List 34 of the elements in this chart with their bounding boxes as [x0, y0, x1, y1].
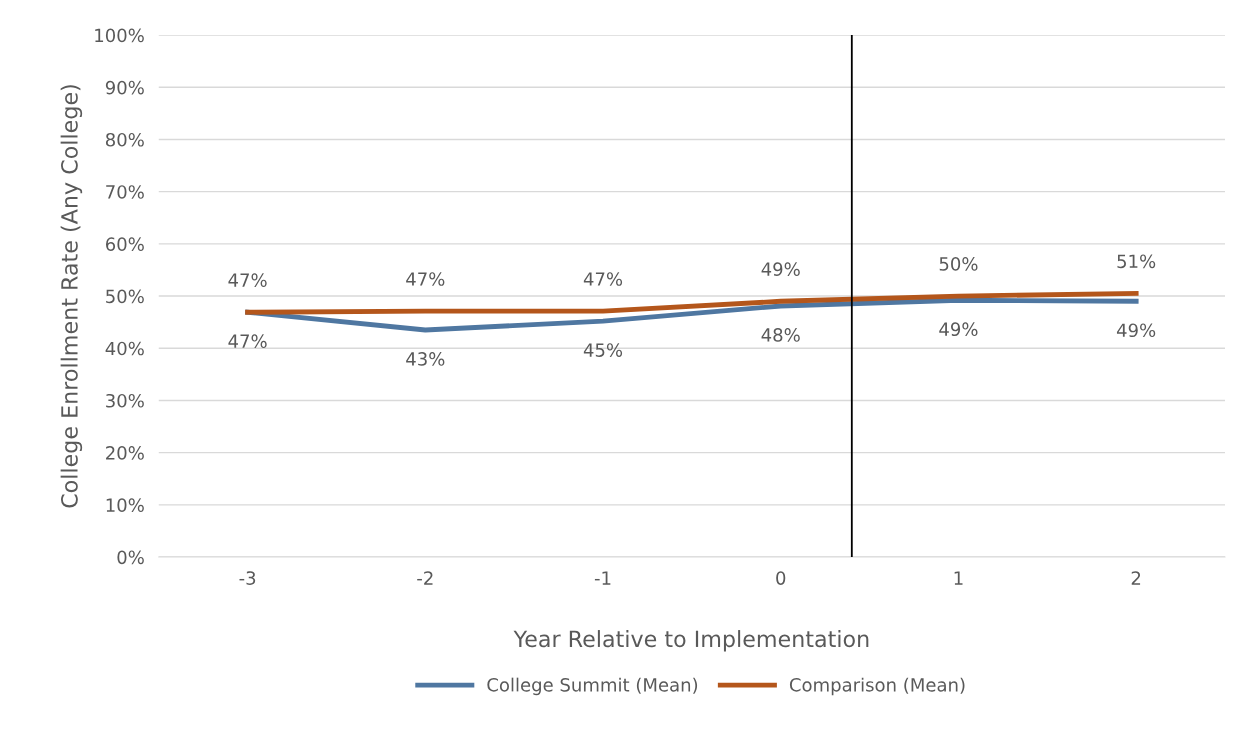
x-tick-label: 0 — [776, 571, 786, 585]
y-tick-label: 70% — [106, 185, 144, 199]
data-label: 47% — [583, 272, 623, 286]
y-tick-label: 60% — [105, 237, 144, 251]
x-tick-label: 1 — [954, 571, 963, 585]
x-axis-title: Year Relative to Implementation — [513, 630, 869, 652]
x-tick-label: -3 — [239, 571, 256, 585]
data-label: 50% — [939, 257, 978, 271]
data-label: 45% — [583, 343, 623, 357]
legend-label: College Summit (Mean) — [487, 677, 698, 696]
y-tick-label: 80% — [105, 132, 144, 147]
data-label: 51% — [1117, 254, 1156, 269]
data-label: 49% — [1116, 323, 1156, 338]
y-axis-title: College Enrollment Rate (Any College) — [60, 85, 83, 508]
y-tick-label: 30% — [106, 393, 144, 408]
y-tick-label: 90% — [105, 80, 144, 95]
x-tick-label: 2 — [1131, 571, 1141, 585]
data-label: 48% — [761, 328, 800, 342]
x-tick-label: -1 — [594, 571, 611, 585]
x-tick-label: -2 — [417, 571, 433, 585]
data-label: 49% — [939, 322, 978, 337]
legend-label: Comparison (Mean) — [789, 677, 965, 696]
data-label: 49% — [761, 262, 800, 276]
y-tick-label: 40% — [105, 341, 144, 356]
y-tick-label: 100% — [95, 28, 144, 43]
data-label: 47% — [228, 334, 267, 349]
y-tick-label: 0% — [117, 550, 144, 565]
y-tick-label: 50% — [106, 289, 144, 304]
data-label: 47% — [406, 272, 445, 286]
data-label: 43% — [406, 352, 445, 366]
y-tick-label: 20% — [106, 446, 144, 460]
data-label: 47% — [228, 273, 267, 287]
y-tick-label: 10% — [106, 498, 144, 512]
line-series — [245, 291, 1139, 315]
